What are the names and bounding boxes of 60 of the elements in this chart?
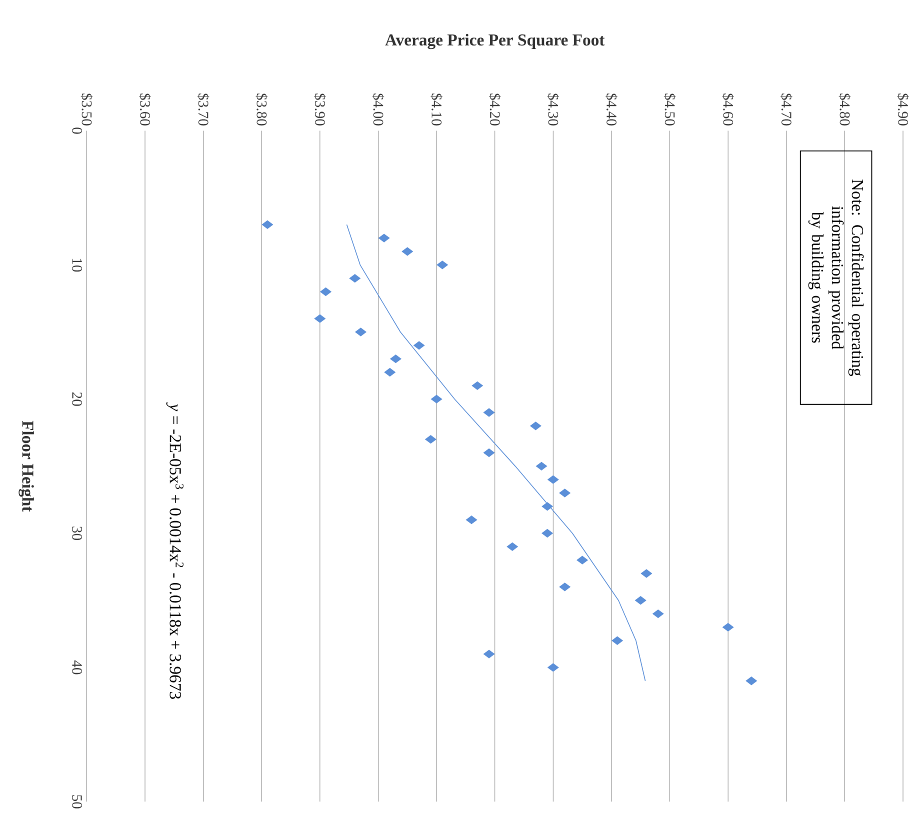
point	[384, 368, 396, 377]
point	[483, 448, 495, 458]
point	[542, 529, 553, 538]
x-tick-label: $4.70	[780, 94, 792, 126]
point	[548, 475, 559, 484]
y-tick-label: 20	[72, 392, 82, 406]
point	[536, 462, 548, 470]
point	[425, 435, 436, 444]
point	[413, 341, 425, 350]
point	[530, 422, 542, 430]
point	[722, 622, 734, 632]
point	[506, 542, 518, 551]
point	[402, 247, 413, 256]
y-tick-label: 40	[72, 660, 82, 674]
point	[314, 314, 326, 323]
point	[262, 220, 274, 229]
point	[430, 394, 442, 404]
x-tick-label: $4.10	[430, 94, 442, 126]
x-tick-label: $4.50	[664, 94, 676, 126]
point	[640, 569, 652, 578]
x-tick-label: $3.50	[80, 94, 93, 126]
point	[635, 596, 646, 605]
x-tick-label: $3.70	[197, 94, 210, 126]
point	[378, 234, 390, 242]
y-tick-label: 50	[72, 795, 82, 808]
line-series	[346, 224, 646, 682]
x-tick-label: $4.80	[838, 94, 851, 126]
y-tick-label: 30	[72, 526, 82, 540]
x-axis-title: Average Price Per Square Foot	[385, 34, 605, 50]
point	[466, 516, 478, 524]
point	[612, 636, 623, 645]
point	[483, 408, 495, 417]
point	[390, 354, 402, 364]
x-tick-label: $4.00	[372, 94, 384, 126]
point	[436, 260, 448, 270]
point	[472, 381, 483, 390]
y-axis-title: Floor Height	[18, 420, 34, 512]
x-tick-label: $4.20	[488, 94, 501, 126]
point	[576, 556, 588, 564]
annotation: y = -2E-05x$^{3}$ + 0.0014x$^{2}$ - 0.0118x + 3.9673	[166, 402, 184, 699]
point	[542, 502, 553, 511]
point	[746, 676, 758, 686]
point	[355, 328, 366, 336]
x-tick-label: $3.90	[314, 94, 326, 126]
x-tick-label: $4.60	[722, 94, 734, 126]
x-tick-label: $4.40	[606, 94, 618, 126]
x-tick-label: $4.90	[897, 94, 909, 126]
point	[559, 488, 570, 498]
point	[652, 610, 664, 618]
x-tick-label: $3.60	[139, 94, 151, 126]
point	[349, 274, 361, 283]
point	[548, 663, 559, 672]
point	[483, 650, 495, 658]
y-tick-label: 0	[72, 128, 82, 134]
x-tick-label: $4.30	[547, 94, 560, 126]
x-tick-label: $3.80	[256, 94, 268, 126]
annotation: Note: Confidential operating information provided by building owners	[808, 180, 864, 376]
y-tick-label: 10	[72, 258, 82, 272]
point	[559, 582, 570, 592]
point	[320, 287, 332, 296]
